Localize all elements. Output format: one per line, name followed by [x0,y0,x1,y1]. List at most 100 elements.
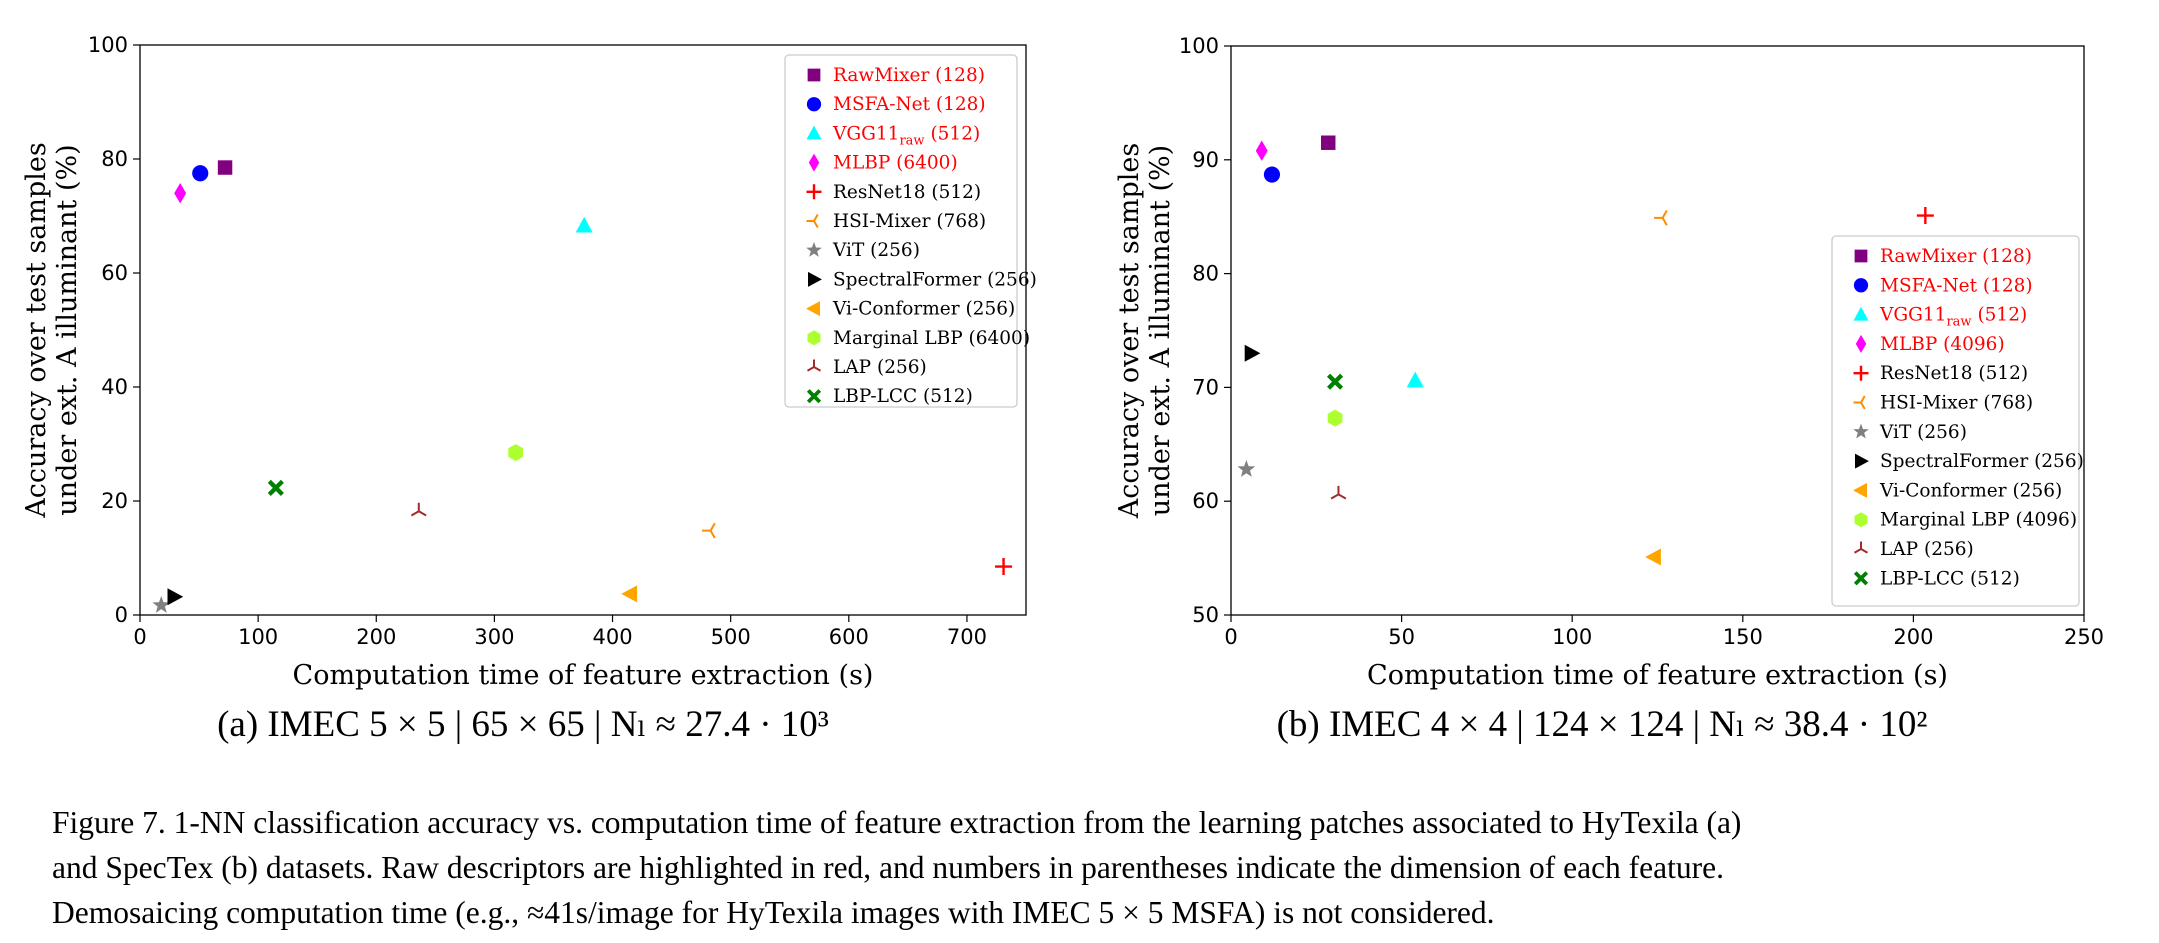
data-points [152,160,1013,613]
y-axis-label: Accuracy over test samples [21,142,52,519]
legend-marker-rawmixer-128 [807,68,821,82]
x-tick-label: 300 [474,625,514,649]
point-hsi-mixer-768 [1654,209,1668,226]
legend-label: SpectralFormer (256) [833,269,1037,290]
caption-line: and SpecTex (b) datasets. Raw descriptor… [52,850,1724,885]
plot-frame [1230,45,2085,616]
legend-label: HSI-Mixer (768) [1880,393,2033,414]
x-tick-label: 0 [1224,625,1237,649]
x-tick-label: 200 [356,625,396,649]
point-vit-256 [152,596,171,613]
y-tick-label: 20 [101,489,128,513]
point-msfa-net-128 [1263,166,1281,183]
legend-label: MSFA-Net (128) [833,94,986,115]
legend-marker-lbp-lcc-512 [1853,571,1869,586]
point-lbp-lcc-512 [1327,373,1344,390]
legend-label: Vi-Conformer (256) [832,299,1015,320]
point-marginal-lbp-4096 [1327,409,1343,427]
legend-marker-marginal-lbp-4096 [1854,512,1868,528]
subfigure-title: (b) IMEC 4 × 4 | 124 × 124 | Nₗ ≈ 38.4 ·… [1277,704,1928,745]
y-tick-label: 60 [1192,489,1219,513]
point-rawmixer-128 [1321,135,1336,150]
legend-label: Marginal LBP (6400) [833,328,1030,349]
point-lap-256 [1330,485,1347,500]
legend-marker-resnet18-512 [1853,365,1869,381]
legend-marker-lbp-lcc-512 [806,389,822,404]
legend-label: LBP-LCC (512) [833,386,973,407]
legend-label: ViT (256) [1879,422,1967,443]
y-axis-label: under ext. A illuminant (%) [52,144,83,515]
legend-marker-resnet18-512 [806,184,822,200]
x-tick-label: 100 [1552,625,1592,649]
point-vgg11raw-512 [575,216,593,233]
y-tick-label: 100 [88,33,128,57]
legend-marker-rawmixer-128 [1854,249,1868,263]
legend-box [784,54,1018,408]
x-tick-label: 600 [829,625,869,649]
legend-marker-mlbp-6400 [808,153,820,172]
y-tick-label: 100 [1179,34,1219,58]
legend-marker-vi-conformer-256 [806,301,820,317]
legend-marker-lap-256 [806,359,822,372]
point-mlbp-4096 [1255,140,1268,161]
x-axis-label: Computation time of feature extraction (… [293,660,874,691]
x-tick-label: 500 [711,625,751,649]
legend-marker-spectralformer-256 [1855,453,1869,469]
figure-caption: Figure 7. 1-NN classification accuracy v… [52,800,2132,935]
y-tick-label: 90 [1192,148,1219,172]
x-tick-label: 200 [1893,625,1933,649]
point-vi-conformer-256 [1645,548,1661,566]
point-vit-256 [1237,460,1256,477]
x-axis-label: Computation time of feature extraction (… [1367,660,1948,691]
legend-label: MSFA-Net (128) [1880,275,2033,296]
legend-marker-vi-conformer-256 [1853,482,1867,498]
point-marginal-lbp-6400 [508,444,523,462]
y-axis-label: Accuracy over test samples [1114,143,1145,520]
legend-marker-mlbp-4096 [1855,334,1867,353]
point-mlbp-6400 [174,183,187,204]
legend: RawMixer (128)MSFA-Net (128)VGG11raw (51… [1831,235,2084,607]
legend-label: LBP-LCC (512) [1880,568,2020,589]
caption-line: Demosaicing computation time (e.g., ≈41s… [52,895,1495,930]
legend: RawMixer (128)MSFA-Net (128)VGG11raw (51… [784,54,1037,408]
point-spectralformer-256 [1244,344,1261,362]
point-rawmixer-128 [217,160,233,175]
point-spectralformer-256 [167,588,184,606]
legend-marker-vgg11raw-512 [1853,306,1869,321]
chart-b: 0 50 100 150 200 2505060708090100Computation … [1114,34,2104,745]
legend-marker-hsi-mixer-768 [1853,395,1866,410]
point-resnet18-512 [995,558,1013,576]
legend-marker-spectralformer-256 [808,271,822,287]
legend-marker-lap-256 [1853,541,1869,554]
legend-label: ResNet18 (512) [1880,363,2028,384]
legend-marker-vit-256 [1853,423,1869,439]
point-vi-conformer-256 [621,585,638,603]
x-tick-label: 150 [1723,625,1763,649]
y-tick-label: 80 [101,147,128,171]
plot-frame [139,44,1027,616]
legend-label: ResNet18 (512) [833,182,981,203]
y-tick-label: 0 [115,603,128,627]
point-resnet18-512 [1916,207,1934,225]
point-msfa-net-128 [192,165,209,182]
legend-marker-marginal-lbp-6400 [807,330,821,346]
legend-label: MLBP (4096) [1880,334,2005,355]
y-tick-label: 40 [101,375,128,399]
point-hsi-mixer-768 [702,522,716,539]
legend-label: HSI-Mixer (768) [833,211,986,232]
legend-label: RawMixer (128) [833,65,985,86]
legend-marker-msfa-net-128 [806,97,822,112]
legend-label: LAP (256) [1880,539,1974,560]
caption-line: Figure 7. 1-NN classification accuracy v… [52,805,1742,840]
x-tick-label: 700 [947,625,987,649]
figure: 0 100 200 300 400 500 600 700020406080100Comput… [21,33,2104,745]
y-tick-label: 50 [1192,603,1219,627]
legend-marker-hsi-mixer-768 [806,213,819,229]
y-tick-label: 60 [101,261,128,285]
legend-label: RawMixer (128) [1880,246,2032,267]
legend-box [1831,235,2080,607]
point-lbp-lcc-512 [267,479,284,496]
legend-marker-vit-256 [806,241,822,257]
data-points [1237,135,1934,566]
point-vgg11raw-512 [1406,371,1424,388]
